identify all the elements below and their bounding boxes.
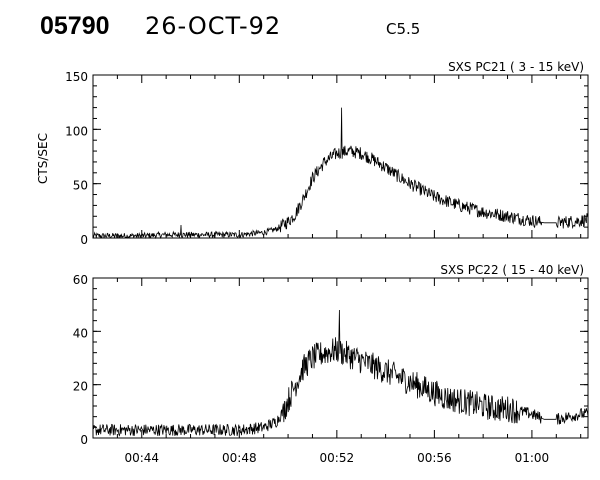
flare-class: C5.5 (386, 20, 421, 38)
series-line-pc22 (92, 309, 589, 437)
y-tick-label-pc22: 0 (80, 433, 88, 447)
y-tick-label-pc22: 20 (73, 380, 88, 394)
x-tick-label: 00:56 (417, 451, 452, 465)
x-tick-label: 00:48 (222, 451, 257, 465)
x-tick-label: 00:44 (124, 451, 159, 465)
event-date: 26-OCT-92 (145, 12, 282, 40)
plot-frame-pc22 (92, 277, 589, 439)
series-line-pc21 (92, 107, 589, 240)
plot-frame-pc21 (92, 74, 589, 239)
x-tick-label: 00:52 (320, 451, 355, 465)
x-tick-label: 01:00 (515, 451, 550, 465)
y-tick-label-pc21: 100 (65, 124, 88, 138)
panel-title-pc22: SXS PC22 ( 15 - 40 keV) (440, 263, 584, 277)
y-tick-label-pc21: 0 (80, 233, 88, 247)
y-tick-label-pc21: 50 (73, 179, 88, 193)
y-tick-label-pc21: 150 (65, 70, 88, 84)
event-id: 05790 (40, 12, 110, 40)
y-axis-label: CTS/SEC (36, 133, 50, 184)
panel-title-pc21: SXS PC21 ( 3 - 15 keV) (448, 60, 584, 74)
y-tick-label-pc22: 40 (73, 326, 88, 340)
y-tick-label-pc22: 60 (73, 273, 88, 287)
